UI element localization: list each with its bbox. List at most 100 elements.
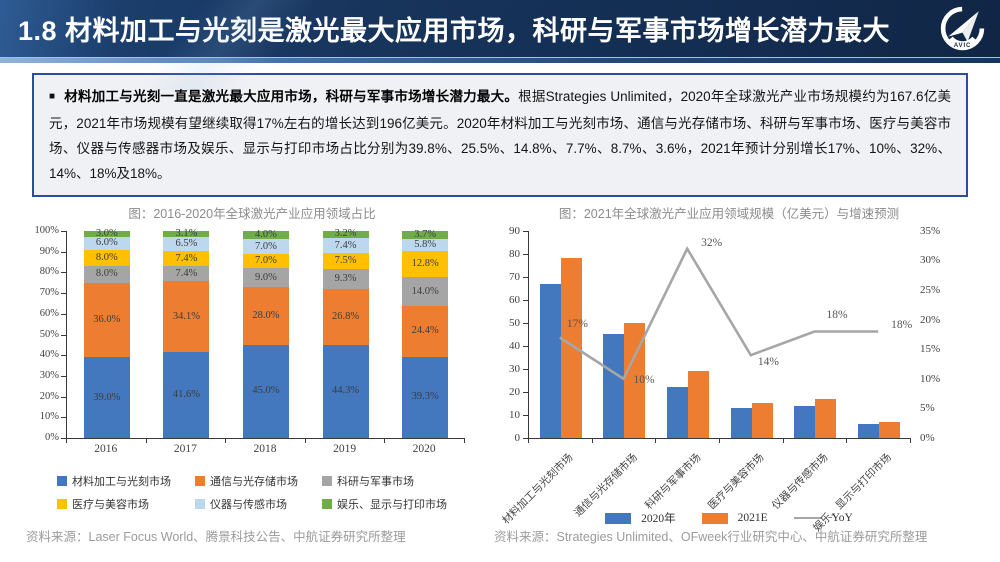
left-y-axis-label: 20 (509, 385, 520, 398)
title-bar: 1.8 材料加工与光刻是激光最大应用市场，科研与军事市场增长潜力最大 AVIC (0, 0, 1000, 57)
y-axis-label: 60% (39, 307, 59, 319)
left-chart-title: 图：2016-2020年全球激光产业应用领域占比 (128, 207, 376, 221)
logo-text: AVIC (954, 42, 971, 49)
x-axis-tick (655, 438, 657, 443)
legend-item: 仪器与传感市场 (195, 496, 298, 512)
y-axis-label: 50% (39, 328, 59, 340)
right-y-axis-label: 30% (920, 254, 941, 267)
x-axis-label: 2016 (94, 443, 118, 455)
left-chart-plot: 39.0% 36.0% 8.0% 8.0% 6.0% 3.0% 41.6% 34.1% 7.4%… (66, 228, 465, 439)
line-data-label: 18% (826, 309, 848, 322)
bar-segment: 7.4% (163, 266, 210, 282)
bar-group-3 (667, 371, 710, 438)
legend-item: 娱乐、显示与打印市场 (322, 496, 447, 512)
legend-swatch (605, 512, 632, 524)
left-chart-legend: 材料加工与光刻市场 通信与光存储市场 科研与军事市场 医疗与美容市场 仪器与传感市场 娱乐… (57, 473, 447, 512)
x-axis-tick (591, 438, 593, 443)
legend-swatch (322, 499, 332, 509)
right-chart-x-axis: 材料加工与光刻市场 通信与光存储市场 科研与军事市场 医疗与美容市场 仪器与传感市场 娱乐… (500, 440, 910, 534)
bar-segment: 41.6% (163, 351, 210, 438)
bar-2020年 (730, 407, 752, 438)
bar-2021E (815, 398, 837, 438)
logo-bottom-band (941, 7, 984, 50)
left-y-axis-label: 70 (509, 270, 520, 283)
left-y-axis-tick (523, 299, 528, 301)
bar-segment: 6.0% (83, 237, 130, 250)
left-y-axis-label: 90 (509, 224, 520, 237)
bar-segment: 9.0% (242, 268, 289, 287)
right-y-axis-label: 35% (920, 224, 941, 237)
left-y-axis-label: 40 (509, 339, 520, 352)
x-axis-label: 通信与光存储市场 (571, 451, 640, 520)
right-y-axis-label: 20% (920, 313, 941, 326)
left-y-axis-label: 60 (509, 293, 520, 306)
bar-segment: 34.1% (163, 281, 210, 352)
legend-swatch (57, 476, 67, 486)
x-axis-label: 2019 (333, 443, 357, 455)
left-y-axis-tick (523, 230, 528, 232)
y-axis-label: 0% (45, 432, 59, 443)
stacked-column-2020: 39.3% 24.4% 14.0% 12.8% 5.8% 3.7% (402, 229, 449, 438)
summary-body-text: 根据Strategies Unlimited，2020年全球激光产业市场规模约为… (49, 89, 951, 181)
y-axis-label: 80% (39, 266, 59, 278)
page-title: 1.8 材料加工与光刻是激光最大应用市场，科研与军事市场增长潜力最大 (18, 16, 891, 46)
bar-segment: 3.0% (83, 228, 130, 239)
bar-segment: 7.5% (322, 253, 369, 270)
right-y-axis-label: 25% (920, 283, 941, 296)
bar-segment: 14.0% (402, 277, 449, 307)
y-axis-tick (61, 231, 66, 232)
bar-2020年 (603, 334, 625, 438)
bar-segment: 7.4% (322, 237, 369, 254)
bar-group-6 (858, 421, 901, 438)
bar-segment: 3.1% (163, 228, 210, 239)
right-chart-plot (528, 230, 911, 439)
y-axis-label: 20% (39, 390, 59, 402)
x-axis-tick (464, 439, 465, 443)
y-axis-label: 90% (39, 245, 59, 257)
bar-2020年 (667, 387, 689, 438)
legend-swatch (57, 499, 67, 509)
avic-logo-icon: AVIC (940, 6, 985, 51)
y-axis-tick (61, 355, 66, 357)
legend-swatch (701, 512, 728, 524)
y-axis-tick (61, 272, 66, 274)
left-y-axis-label: 10 (509, 408, 520, 421)
left-y-axis-tick (523, 322, 528, 324)
legend-label: 医疗与美容市场 (72, 499, 149, 511)
left-chart-x-axis: 2016 2017 2018 2019 2020 (66, 443, 464, 455)
legend-item: 医疗与美容市场 (57, 496, 171, 512)
left-y-axis-tick (523, 276, 528, 278)
x-axis-label: 2020 (412, 443, 436, 455)
left-y-axis-tick (523, 391, 528, 393)
x-axis-tick (846, 438, 848, 443)
right-y-axis-label: 15% (920, 343, 941, 356)
left-chart-plot-area: 39.0% 36.0% 8.0% 8.0% 6.0% 3.0% 41.6% 34.1% 7.4%… (26, 223, 478, 463)
bar-segment: 7.0% (242, 253, 289, 269)
y-axis-tick (61, 375, 66, 377)
right-y-axis-label: 0% (920, 431, 935, 444)
legend-label: YoY (831, 512, 853, 524)
left-y-axis-label: 0 (514, 431, 521, 444)
stacked-column-2018: 45.0% 28.0% 9.0% 7.0% 7.0% 4.0% (242, 229, 289, 438)
x-axis-tick (66, 439, 67, 443)
bar-2021E (560, 258, 582, 438)
legend-item: 通信与光存储市场 (195, 473, 298, 489)
left-y-axis-tick (523, 345, 528, 347)
line-data-label: 10% (633, 373, 655, 386)
bar-segment: 8.0% (83, 266, 130, 283)
x-axis-label: 医疗与美容市场 (706, 451, 767, 512)
y-axis-tick (61, 396, 66, 398)
line-data-label: 14% (757, 356, 779, 368)
right-chart-title: 图：2021年全球激光产业应用领域规模（亿美元）与增速预测 (558, 207, 900, 221)
y-axis-tick (61, 293, 66, 295)
x-axis-label: 仪器与传感市场 (769, 451, 831, 512)
bar-2021E (879, 421, 901, 438)
right-chart-source: 资料来源：Strategies Unlimited、OFweek行业研究中心、中… (494, 530, 928, 544)
left-y-axis-tick (523, 414, 528, 416)
legend-item: 2020年 (605, 510, 676, 526)
bar-2020年 (794, 405, 816, 438)
stacked-column-2017: 41.6% 34.1% 7.4% 7.4% 6.5% 3.1% (163, 228, 210, 438)
left-y-axis-label: 30 (509, 362, 520, 375)
summary-box: ■ 材料加工与光刻一直是激光最大应用市场，科研与军事市场增长潜力最大。根据Stra… (32, 73, 968, 197)
right-chart-legend: 2020年 2021E YoY (494, 510, 964, 526)
